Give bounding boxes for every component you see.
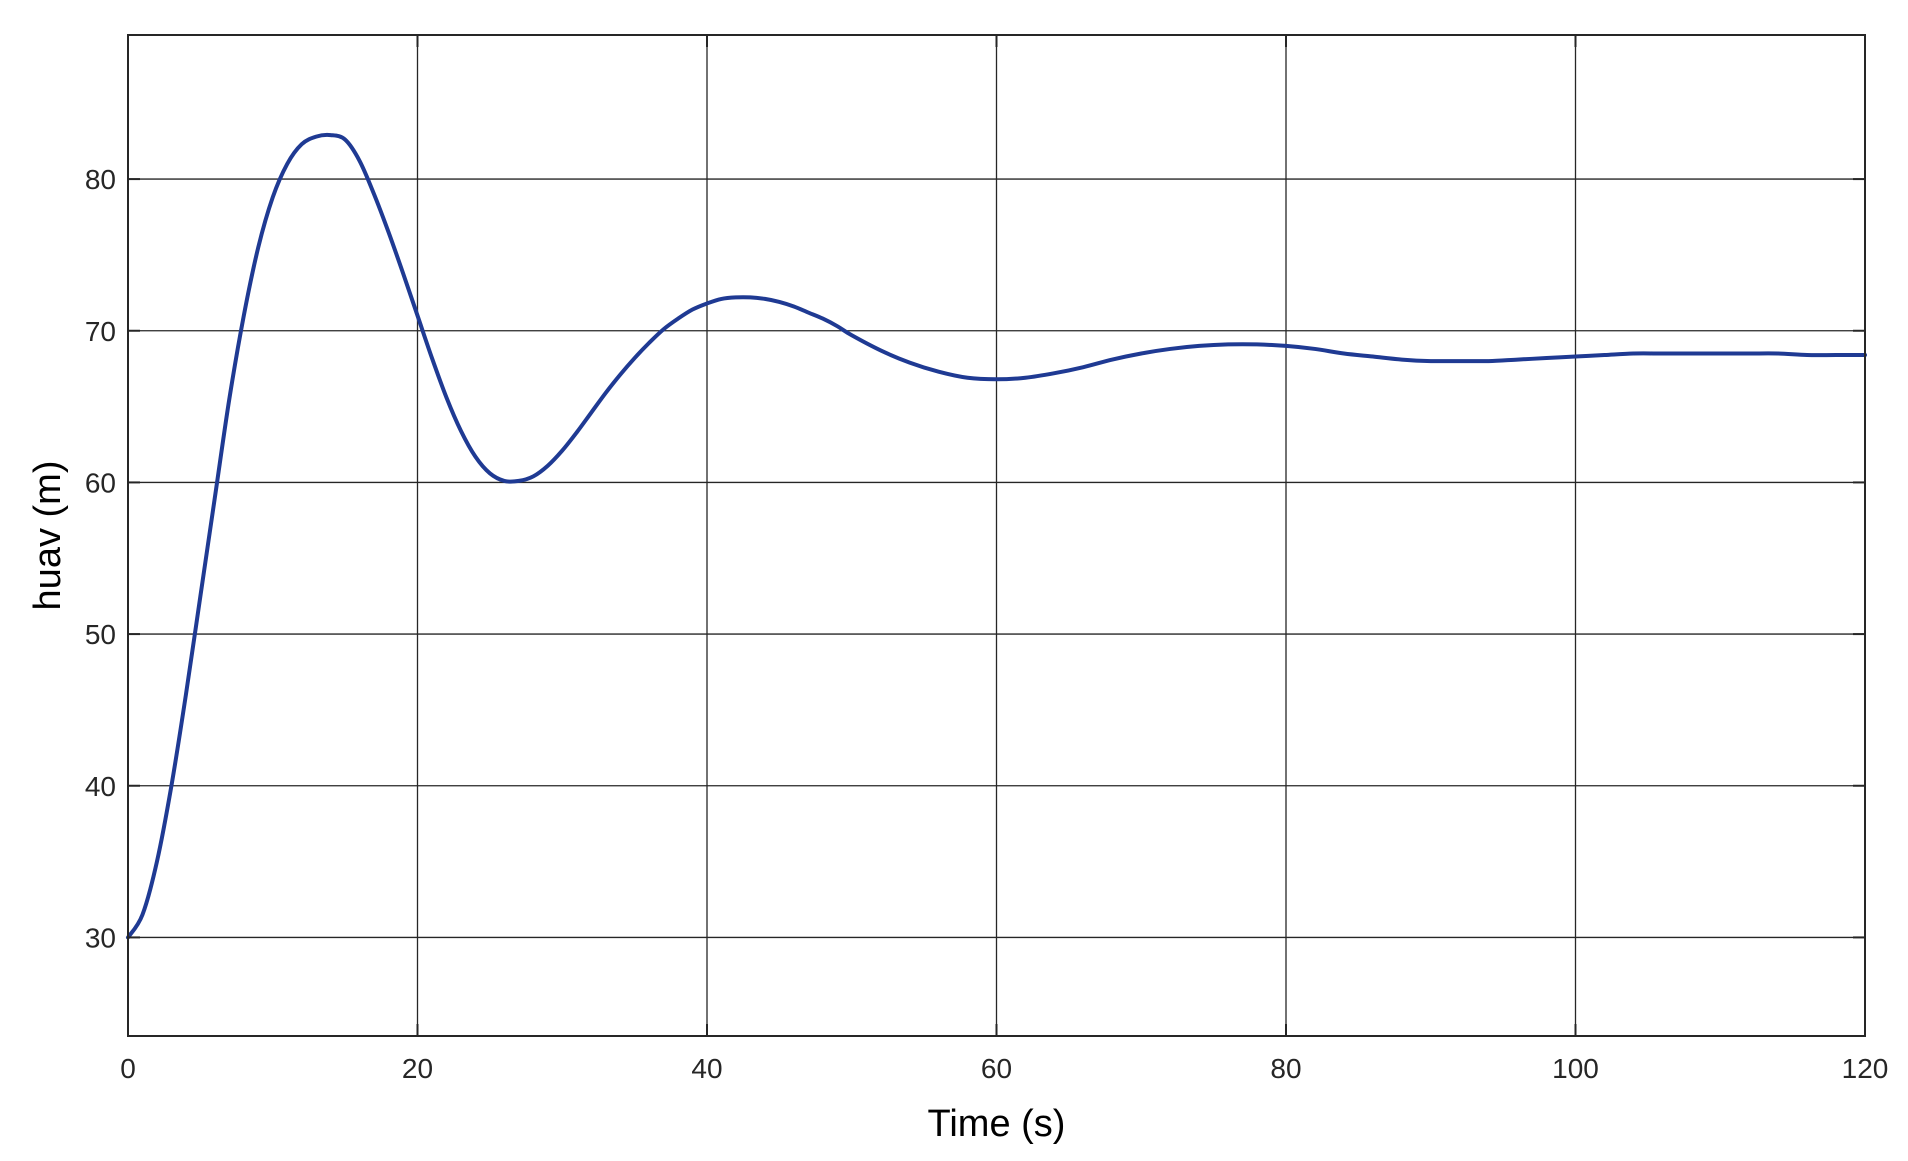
- tick-marks: [127, 35, 1866, 1036]
- y-tick-label: 50: [85, 619, 116, 650]
- y-tick-labels: 30 40 50 60 70 80: [85, 164, 116, 953]
- series-line: [126, 132, 1867, 940]
- x-tick-label: 40: [691, 1053, 722, 1084]
- y-axis-label: huav (m): [27, 461, 69, 611]
- x-tick-label: 20: [402, 1053, 433, 1084]
- x-axis-label: Time (s): [928, 1103, 1066, 1145]
- y-tick-label: 60: [85, 467, 116, 498]
- x-tick-label: 80: [1270, 1053, 1301, 1084]
- x-tick-label: 0: [120, 1053, 136, 1084]
- series-layer: [126, 132, 1867, 940]
- x-tick-label: 120: [1842, 1053, 1889, 1084]
- y-tick-label: 70: [85, 316, 116, 347]
- y-tick-label: 30: [85, 922, 116, 953]
- x-tick-labels: 0 20 40 60 80 100 120: [120, 1053, 1888, 1084]
- x-tick-label: 60: [981, 1053, 1012, 1084]
- y-tick-label: 40: [85, 771, 116, 802]
- grid-lines: [128, 35, 1865, 1036]
- y-tick-label: 80: [85, 164, 116, 195]
- x-tick-label: 100: [1552, 1053, 1599, 1084]
